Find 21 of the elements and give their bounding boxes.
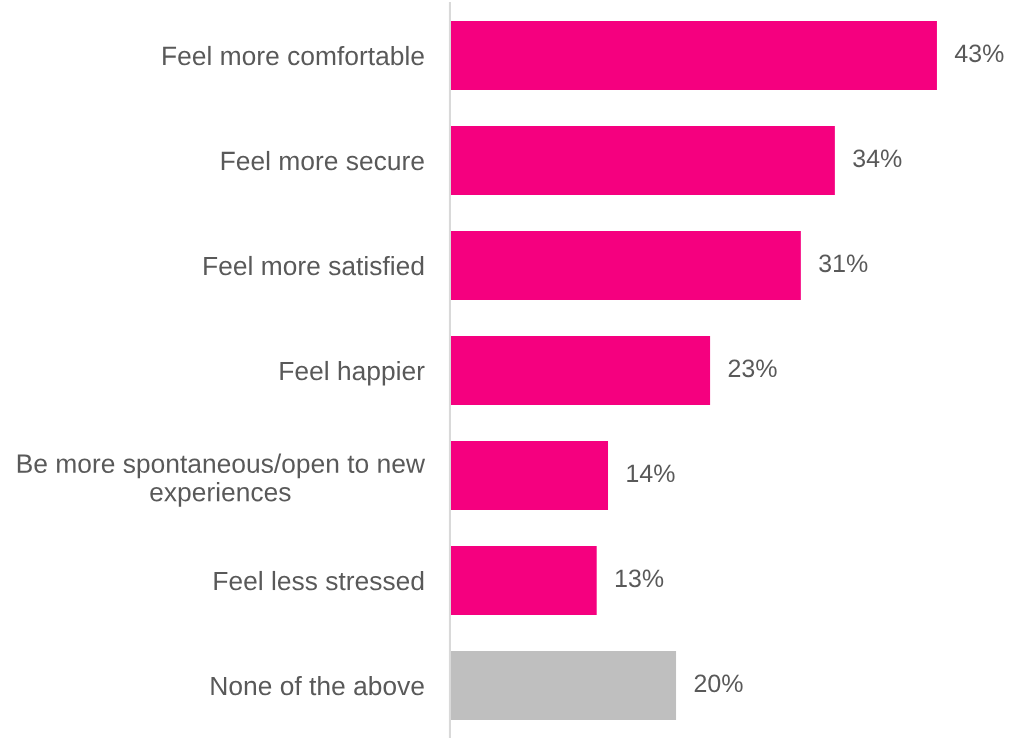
data-label: 31% — [819, 254, 868, 273]
y-tick-label: Feel happier — [280, 360, 425, 386]
y-tick-label: Be more spontaneous/open to new experiences — [17, 453, 426, 507]
y-tick-label: Feel less stressed — [214, 570, 424, 591]
data-label: 13% — [615, 569, 664, 588]
bar — [449, 229, 803, 302]
data-label: 23% — [728, 359, 777, 378]
data-label: 20% — [694, 674, 743, 693]
y-tick-label: Feel more comfortable — [163, 45, 424, 66]
data-label: 14% — [627, 464, 675, 483]
bar — [449, 19, 939, 92]
y-tick-label: Feel more satisfied — [204, 255, 424, 276]
bar — [449, 649, 678, 722]
bar — [449, 439, 610, 512]
y-tick-label: Feel more secure — [221, 150, 424, 171]
bar — [449, 544, 599, 617]
bar — [449, 334, 712, 407]
data-label: 34% — [853, 149, 902, 168]
data-label: 43% — [954, 44, 1004, 63]
bar — [449, 124, 837, 197]
y-tick-label: None of the above — [211, 675, 424, 696]
